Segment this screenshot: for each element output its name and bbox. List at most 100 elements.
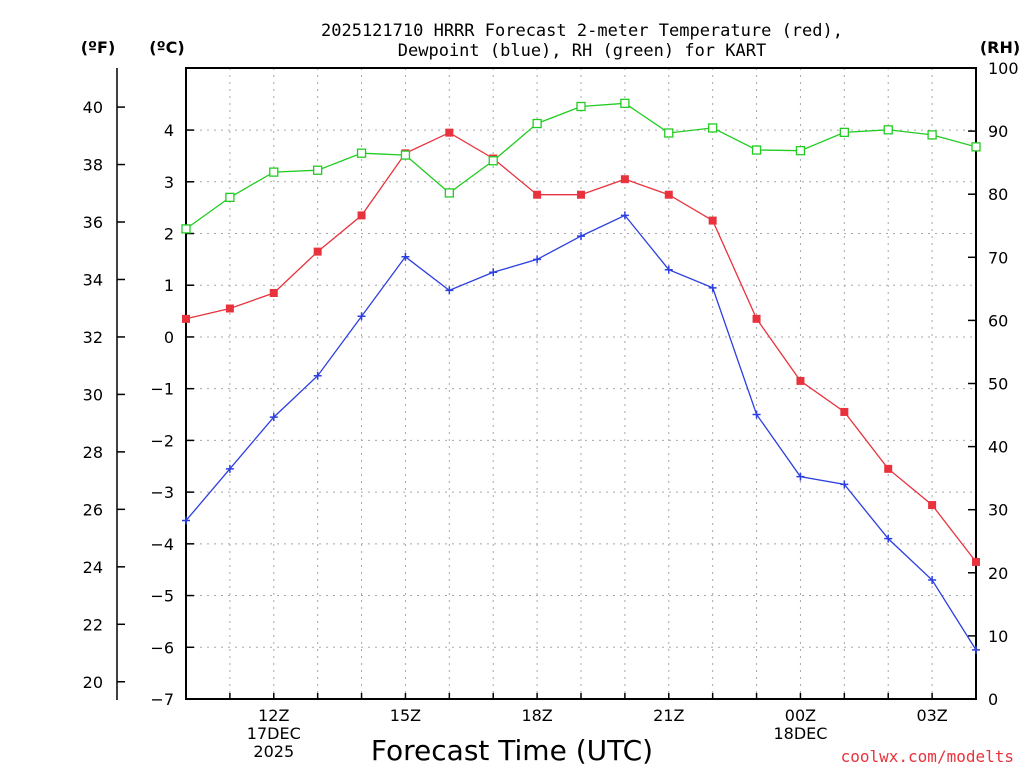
dewpoint-point [577,232,585,241]
temperature-point [796,376,805,385]
dewpoint-point [445,286,454,295]
celsius-axis-ticks: −7 −6 −5 −4 −3 −2 −1 0 1 2 3 4 [150,121,194,709]
rh-tick-label: 90 [988,122,1008,141]
dewpoint-point [313,371,322,380]
fahrenheit-axis-unit-label: (ºF) [81,38,116,57]
rh-point [620,98,630,108]
rh-point [708,123,718,133]
temperature-point [884,464,893,473]
rh-point [927,130,937,140]
credit-text: coolwx.com/modelts [841,747,1014,766]
dewpoint-series [182,211,980,654]
rh-point [795,146,806,156]
fahrenheit-tick-label: 34 [83,270,103,289]
temperature-point [577,190,585,199]
fahrenheit-tick-label: 38 [83,156,103,175]
celsius-tick-label: 3 [164,173,174,192]
fahrenheit-tick-label: 30 [83,385,103,404]
dewpoint-point [357,312,366,321]
time-tick-label: 12Z [258,706,289,725]
celsius-tick-label: 2 [164,225,174,244]
temperature-point [533,190,542,199]
temperature-point [620,175,629,184]
time-tick-label: 17DEC [247,724,301,743]
rh-tick-label: 10 [988,627,1008,646]
data-series [181,98,981,654]
time-tick-label: 21Z [653,706,684,725]
rh-point [313,165,323,175]
rh-tick-label: 100 [988,59,1019,78]
dewpoint-point [796,472,805,481]
dewpoint-point [182,516,190,525]
dewpoint-point [533,255,542,264]
temperature-point [752,314,761,323]
temperature-point [972,557,980,566]
rh-tick-label: 50 [988,375,1008,394]
fahrenheit-tick-label: 22 [83,615,103,634]
temperature-point [269,288,278,297]
celsius-tick-label: −5 [150,587,174,606]
dewpoint-point [664,265,673,274]
rh-tick-label: 70 [988,248,1008,267]
chart-title-line-2: Dewpoint (blue), RH (green) for KART [398,41,766,61]
celsius-tick-label: −1 [150,380,174,399]
dewpoint-point [708,283,717,292]
celsius-tick-label: 1 [164,276,174,295]
time-tick-label: 15Z [390,706,421,725]
rh-point [971,142,981,152]
rh-tick-label: 40 [988,438,1008,457]
rh-tick-label: 80 [988,185,1008,204]
fahrenheit-axis-ticks: 20 22 24 26 28 30 32 34 36 38 40 [83,98,125,692]
celsius-axis-unit-label: (ºC) [149,38,184,57]
fahrenheit-tick-label: 32 [83,328,103,347]
fahrenheit-tick-label: 24 [83,558,103,577]
temperature-point [840,407,849,416]
rh-point [181,224,191,234]
time-tick-label: 18Z [521,706,552,725]
rh-tick-label: 0 [988,690,998,709]
rh-tick-label: 60 [988,311,1008,330]
dewpoint-point [884,534,893,543]
dewpoint-point [928,576,937,585]
rh-series [181,98,981,234]
temperature-point [708,216,717,225]
rh-point [400,150,411,160]
fahrenheit-tick-label: 26 [83,500,103,519]
rh-point [576,101,586,112]
temperature-point [664,190,673,199]
temperature-point [445,128,454,137]
dewpoint-point [840,480,849,489]
rh-point [883,125,893,135]
fahrenheit-tick-label: 36 [83,213,103,232]
temperature-point [313,247,322,256]
fahrenheit-tick-label: 40 [83,98,103,117]
temperature-series [182,128,980,566]
dewpoint-point [752,410,761,419]
temperature-point [182,314,190,323]
dewpoint-point [620,211,629,220]
celsius-tick-label: 4 [164,121,174,140]
chart-title-line-1: 2025121710 HRRR Forecast 2-meter Tempera… [321,21,843,41]
dewpoint-point [269,413,278,422]
fahrenheit-tick-label: 20 [83,673,103,692]
temperature-point [357,211,366,220]
celsius-tick-label: 0 [164,328,174,347]
rh-point [839,127,849,138]
temperature-point [225,304,234,313]
rh-point [488,156,498,166]
rh-tick-label: 30 [988,501,1008,520]
celsius-tick-label: −3 [150,483,174,502]
rh-point [356,148,367,158]
rh-point [751,145,762,155]
celsius-tick-label: −7 [150,690,174,709]
rh-point [225,192,235,203]
dewpoint-point [972,645,980,654]
rh-point [444,188,454,198]
time-tick-label: 03Z [916,706,947,725]
celsius-tick-label: −4 [150,535,174,554]
x-axis-label: Forecast Time (UTC) [371,734,653,767]
time-tick-label: 18DEC [773,724,827,743]
dewpoint-point [225,464,234,473]
